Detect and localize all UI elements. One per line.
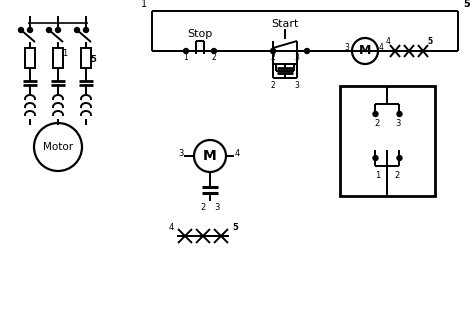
Text: M: M <box>359 45 371 57</box>
Circle shape <box>373 111 378 117</box>
Circle shape <box>83 28 89 32</box>
Text: 3: 3 <box>294 54 300 63</box>
Text: 5: 5 <box>463 0 470 9</box>
Text: 3: 3 <box>178 149 184 158</box>
Text: 4: 4 <box>379 42 383 51</box>
Text: 3: 3 <box>294 81 300 90</box>
Bar <box>25 48 35 68</box>
Text: 5: 5 <box>428 38 433 47</box>
Circle shape <box>373 155 378 160</box>
Text: 2: 2 <box>375 119 380 128</box>
Text: 3: 3 <box>214 203 219 212</box>
Circle shape <box>352 38 378 64</box>
Circle shape <box>194 140 226 172</box>
Text: 2: 2 <box>271 54 275 63</box>
Text: Motor: Motor <box>43 142 73 152</box>
Text: 2: 2 <box>211 54 216 63</box>
Circle shape <box>304 48 310 54</box>
Text: 4: 4 <box>168 223 173 232</box>
Circle shape <box>74 28 80 32</box>
Bar <box>53 48 63 68</box>
Circle shape <box>271 48 275 54</box>
Text: Start: Start <box>271 19 299 29</box>
Text: 3: 3 <box>395 119 400 128</box>
Circle shape <box>34 123 82 171</box>
Text: Stop: Stop <box>187 29 213 39</box>
Circle shape <box>46 28 52 32</box>
Text: 4: 4 <box>385 38 391 47</box>
Text: 5: 5 <box>232 223 238 232</box>
Bar <box>81 48 91 68</box>
Text: 5: 5 <box>90 56 96 65</box>
Text: 2: 2 <box>395 170 400 179</box>
Circle shape <box>55 28 61 32</box>
Text: 1: 1 <box>63 49 68 58</box>
Text: 4: 4 <box>234 149 240 158</box>
Text: 1: 1 <box>375 170 380 179</box>
Circle shape <box>397 111 402 117</box>
Circle shape <box>27 28 33 32</box>
Text: 2: 2 <box>271 81 275 90</box>
Text: 2: 2 <box>201 203 206 212</box>
Circle shape <box>18 28 24 32</box>
Text: 1: 1 <box>141 0 147 9</box>
Circle shape <box>397 155 402 160</box>
Text: 3: 3 <box>345 42 349 51</box>
Circle shape <box>183 48 189 54</box>
Text: 1: 1 <box>183 54 188 63</box>
Text: M: M <box>203 149 217 163</box>
Circle shape <box>211 48 217 54</box>
Bar <box>340 86 435 196</box>
